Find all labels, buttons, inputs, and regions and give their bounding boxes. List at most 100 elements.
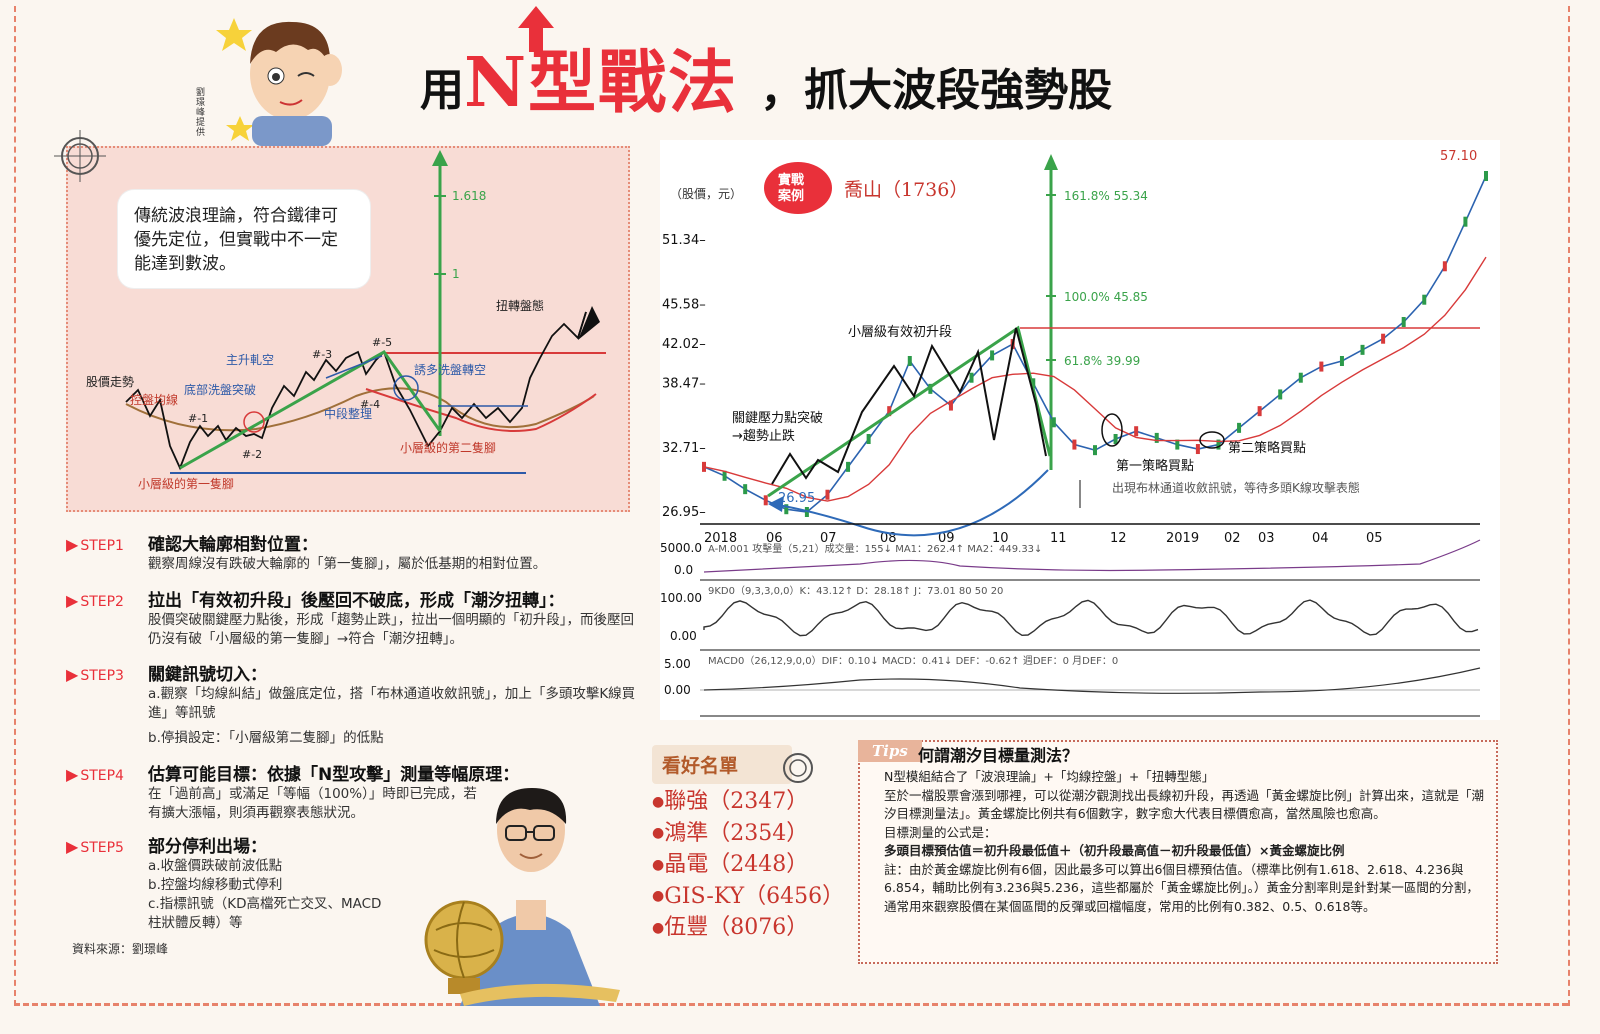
- candle-point: [1216, 439, 1221, 450]
- title-part1: 用: [420, 65, 464, 116]
- moving-average-line: [703, 256, 1487, 502]
- y-axis: 51.34– 45.58– 42.02– 38.47– 32.71– 26.95–: [662, 233, 706, 520]
- fib-1-label: 1: [452, 267, 460, 281]
- step-title: 關鍵訊號切入：: [148, 665, 267, 685]
- watchlist: 看好名單 聯強（2347） 鴻準（2354） 晶電（2448） GIS-KY（6…: [652, 745, 844, 942]
- step-body-a: a.觀察「均線糾結」做盤底定位，搭「布林通道收斂訊號」，加上「多頭攻擊K線買進」…: [148, 686, 636, 721]
- candle-point: [907, 355, 912, 366]
- macd-5: 5.00: [664, 657, 691, 671]
- y-tick-label: 26.95–: [662, 505, 706, 520]
- label-first-leg: 小層級的第一隻腳: [138, 476, 234, 491]
- candle-point: [1422, 294, 1427, 305]
- kd-text: 9KD0（9,3,3,0,0）K：43.12↑ D：28.18↑ J：73.01…: [708, 585, 1003, 597]
- candle-point: [1195, 444, 1200, 455]
- step-tag: STEP4: [66, 765, 148, 784]
- step-body: 觀察周線沒有跌破大輪廓的「第一隻腳」，屬於低基期的相對位置。: [148, 556, 547, 572]
- candle-point: [1319, 361, 1324, 372]
- step-body-c: c.指標訊號（KD高檔死亡交叉、MACD柱狀體反轉）等: [148, 896, 382, 931]
- svg-text:實戰: 實戰: [778, 172, 804, 188]
- fib-1618-label: 1.618: [452, 189, 486, 203]
- label-n1: #-1: [188, 412, 208, 425]
- step-title: 估算可能目標：依據「N型攻擊」測量等幅原理：: [148, 765, 520, 785]
- step-body-b: b.控盤均線移動式停利: [148, 877, 283, 893]
- step-title: 部分停利出場：: [148, 837, 267, 857]
- label-second-leg: 小層級的第二隻腳: [400, 440, 496, 455]
- step-body-a: a.收盤價跌破前波低點: [148, 858, 283, 874]
- candle-point: [1484, 171, 1488, 181]
- watchlist-item: 鴻準（2354）: [652, 820, 842, 848]
- candle-point: [1381, 333, 1386, 344]
- tips-tag: Tips: [858, 740, 922, 762]
- step-body: 股價突破關鍵壓力點後，形成「趨勢止跌」，拉出一個明顯的「初升段」，而後壓回仍沒有…: [148, 612, 634, 647]
- candle-point: [1463, 216, 1468, 227]
- arrow-head-icon: [768, 496, 784, 512]
- label-n5: #-5: [372, 336, 392, 349]
- y-tick-label: 51.34–: [662, 233, 706, 248]
- candle-point: [1360, 344, 1365, 355]
- candle-point: [1051, 417, 1056, 428]
- fib-arrow-icon: [1044, 154, 1058, 170]
- tips-box: Tips 何謂潮汐目標量測法？ N型模組結合了「波浪理論」+「均線控盤」+「扭轉…: [858, 740, 1498, 964]
- title-part2: N型戰法: [464, 43, 739, 123]
- candle-point: [969, 372, 974, 383]
- x-tick-label: 2018: [704, 531, 737, 546]
- candle-point: [846, 461, 851, 472]
- stock-chart: （股價，元） 實戰 案例 喬山（1736） 57.10 51.34– 45.58–…: [660, 149, 1488, 717]
- fib-label-1618: 161.8% 55.34: [1064, 189, 1148, 203]
- candle-point: [948, 400, 953, 411]
- label-n2: #-2: [242, 448, 262, 461]
- title-part3: ，抓大波段強勢股: [760, 65, 1113, 116]
- candle-point: [763, 495, 768, 506]
- curved-arrow: [771, 469, 1049, 537]
- photo-credit: 劉璟峰提供: [196, 88, 206, 138]
- watchlist-item: 伍豐（8076）: [652, 914, 842, 942]
- x-tick-label: 02: [1224, 531, 1241, 546]
- speech-bubble: 傳統波浪理論，符合鐵律可優先定位，但實戰中不一定能達到數波。: [118, 190, 370, 288]
- candle-point: [1401, 316, 1406, 327]
- step-body: 在「過前高」或滿足「等幅（100%）」時即已完成，若有擴大漲幅，則須再觀察表態狀…: [148, 786, 477, 821]
- y-tick-label: 32.71–: [662, 441, 706, 456]
- target-icon: [783, 753, 813, 783]
- tips-note: 註：由於黃金螺旋比例有6個，因此最多可以算出6個目標預估值。（標準比例有1.61…: [884, 861, 1479, 914]
- macd-line: [703, 667, 1481, 694]
- annotation-stop: →趨勢止跌: [732, 428, 795, 444]
- candle-point: [1154, 432, 1159, 443]
- kd-line: [703, 599, 1479, 637]
- chart-badge: 實戰 案例: [764, 162, 832, 214]
- candle-point: [743, 484, 748, 495]
- candle-point: [1175, 439, 1180, 450]
- candle-point: [1134, 426, 1139, 437]
- chart-title: 喬山（1736）: [844, 179, 968, 201]
- candle-point: [1442, 261, 1447, 272]
- annotation-buy1: 第一策略買點: [1116, 458, 1194, 474]
- fib-label-618: 61.8% 39.99: [1064, 354, 1140, 368]
- fib-label-100: 100.0% 45.85: [1064, 290, 1148, 304]
- zigzag-line: [771, 327, 1047, 485]
- crosshair-icon: [54, 130, 106, 182]
- stock-chart-panel: [660, 140, 1500, 720]
- macd-text: MACD0（26,12,9,0,0）DIF：0.10↓ MACD：0.41↓ D…: [708, 655, 1118, 667]
- step-tag: STEP2: [66, 591, 148, 610]
- candle-point: [887, 406, 892, 417]
- kd-100: 100.00: [660, 591, 702, 605]
- candle-point: [1237, 422, 1242, 433]
- x-tick-label: 07: [820, 531, 837, 546]
- x-tick-label: 10: [992, 531, 1009, 546]
- y-tick-label: 38.47–: [662, 377, 706, 392]
- step-tag: STEP5: [66, 837, 148, 856]
- tips-title: 何謂潮汐目標量測法？: [918, 746, 1079, 765]
- y-tick-label: 45.58–: [662, 297, 706, 312]
- watchlist-item: 晶電（2448）: [652, 851, 842, 879]
- bottom-divider: [14, 1003, 1568, 1006]
- step-tag: STEP1: [66, 535, 148, 554]
- kd-0: 0.00: [670, 629, 697, 643]
- page-title: 用 N型戰法 ，抓大波段強勢股: [420, 48, 1112, 118]
- label-twist: 扭轉盤態: [496, 298, 544, 313]
- vol-label: 5000.0: [660, 541, 702, 555]
- label-trap: 誘多洗盤轉空: [414, 363, 486, 377]
- label-n3: #-3: [312, 348, 332, 361]
